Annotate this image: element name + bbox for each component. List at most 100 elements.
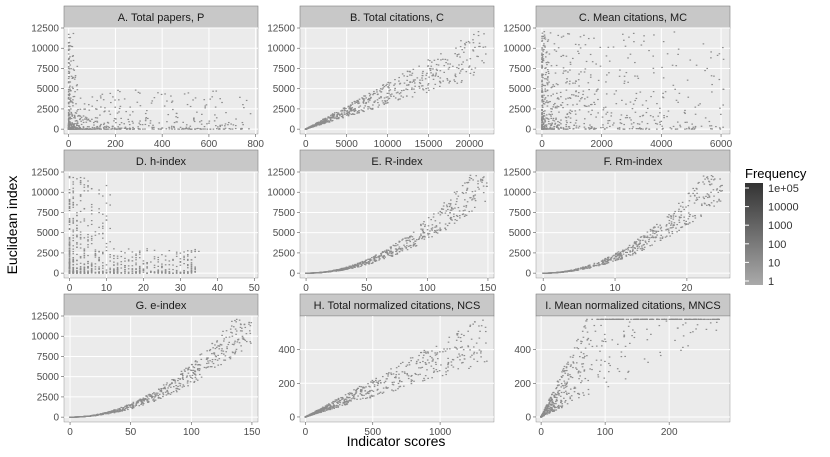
data-point [131,407,134,409]
data-point [456,191,458,193]
data-point [576,269,578,271]
data-point [67,81,70,83]
data-point [170,125,173,127]
data-point [85,118,87,120]
data-point [669,227,672,229]
data-point [69,128,72,130]
data-point [207,360,209,362]
data-point [138,251,141,254]
data-point [98,267,100,270]
data-point [249,341,252,343]
data-point [68,206,71,208]
data-point [399,82,402,84]
data-point [700,125,703,127]
data-point [667,228,670,230]
data-point [457,67,460,70]
data-point [146,398,148,400]
data-point [642,114,645,116]
data-point [359,261,362,264]
data-point [542,272,545,274]
data-point [547,76,549,78]
data-point [119,127,122,129]
data-point [110,101,112,104]
data-point [556,125,558,127]
data-point [116,262,119,264]
data-point [569,127,571,130]
data-point [79,194,82,196]
data-point [128,121,130,123]
data-point [579,47,582,49]
data-point [604,260,606,262]
data-point [589,76,592,78]
data-point [71,128,74,130]
data-point [146,396,149,398]
data-point [419,236,421,238]
data-point [146,109,148,112]
data-point [192,118,195,120]
y-tick-label: 5000 [37,228,60,239]
data-point [71,122,73,124]
data-point [694,215,696,217]
data-point [556,271,559,274]
data-point [383,103,386,105]
data-point [162,392,164,394]
data-point [98,127,101,129]
data-point [708,196,711,198]
panel-title: C. Mean citations, MC [579,12,687,24]
data-point [187,369,189,371]
data-point [477,31,480,33]
data-point [111,127,114,129]
data-point [541,32,544,34]
data-point [71,55,74,57]
data-point [136,402,139,404]
data-point [196,111,198,113]
data-point [708,120,711,123]
data-point [604,263,607,265]
data-point [414,240,416,242]
data-point [474,67,477,69]
data-point [553,85,556,87]
x-tick-label: 40 [212,283,224,294]
data-point [83,252,86,254]
data-point [95,108,97,110]
data-point [541,39,544,41]
data-point [462,61,464,63]
data-point [164,272,167,274]
data-point [402,96,405,98]
data-point [215,125,217,127]
data-point [196,127,198,130]
data-point [677,101,679,103]
data-point [183,251,185,253]
data-point [79,236,82,239]
data-point [186,253,189,256]
data-point [720,190,722,192]
data-point [613,254,615,256]
data-point [478,188,480,190]
data-point [79,180,82,182]
data-point [76,234,78,236]
data-point [175,269,178,272]
data-point [346,266,349,268]
data-point [545,62,548,64]
data-point [542,123,545,125]
data-point [384,256,387,258]
data-point [86,128,89,130]
data-point [147,401,149,403]
data-point [248,323,250,325]
data-point [250,322,253,324]
data-point [397,248,400,250]
data-point [625,251,627,253]
data-point [551,127,553,129]
data-point [605,81,607,83]
data-point [689,195,692,197]
data-point [542,110,545,113]
data-point [362,102,365,104]
data-point [424,78,427,80]
data-point [157,259,160,261]
data-point [345,114,348,116]
data-point [242,104,244,106]
data-point [135,403,137,405]
data-point [472,39,474,41]
data-point [102,253,104,255]
data-point [168,128,171,130]
